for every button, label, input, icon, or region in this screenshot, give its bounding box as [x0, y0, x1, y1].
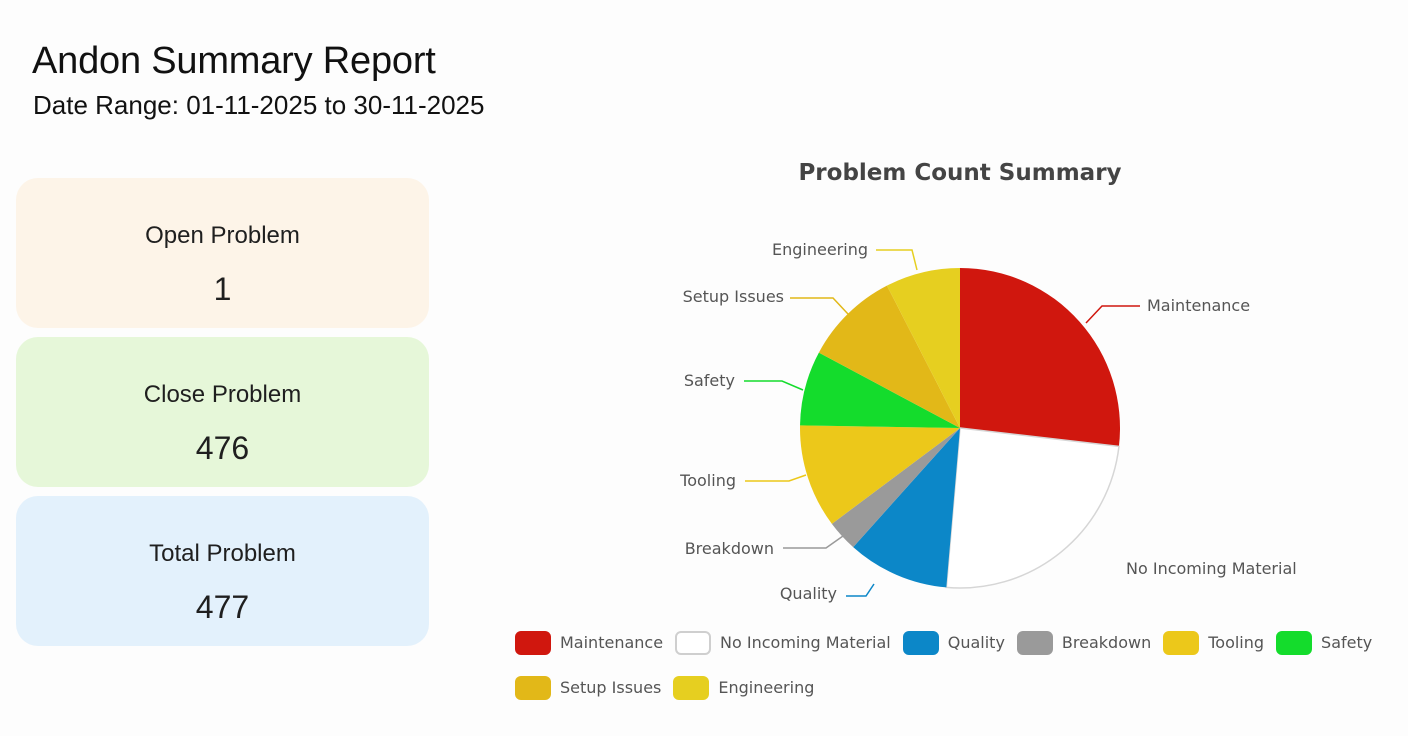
pie-slice-quality[interactable]: [853, 428, 960, 588]
legend-swatch: [1276, 630, 1313, 655]
pie-slice-tooling[interactable]: [800, 425, 960, 524]
legend-swatch: [902, 630, 939, 655]
close-problem-value: 476: [195, 430, 250, 466]
pie-slice-breakdown[interactable]: [831, 428, 960, 548]
open-problem-card: Open Problem 1: [16, 178, 429, 328]
pie-slice-setup-issues[interactable]: [818, 285, 960, 428]
chart-legend: Maintenance No Incoming Material Quality Br…: [515, 630, 1405, 700]
legend-swatch: [1163, 630, 1200, 655]
leader-line-engineering: [876, 249, 918, 271]
page-title: Andon Summary Report: [32, 40, 436, 82]
legend-label: Safety: [1321, 633, 1373, 652]
legend-swatch: [1016, 630, 1053, 655]
legend-item-tooling[interactable]: Tooling: [1163, 630, 1264, 655]
legend-item-breakdown[interactable]: Breakdown: [1016, 630, 1152, 655]
legend-label: Engineering: [718, 678, 815, 697]
leader-line-tooling: [745, 474, 807, 482]
close-problem-label: Close Problem: [143, 381, 302, 408]
slice-label-setup-issues: Setup Issues: [683, 287, 784, 306]
slice-label-safety: Safety: [684, 371, 735, 390]
legend-label: Tooling: [1208, 633, 1265, 652]
total-problem-label: Total Problem: [149, 540, 296, 567]
leader-line-quality: [846, 583, 875, 597]
open-problem-label: Open Problem: [145, 222, 300, 249]
legend-item-quality[interactable]: Quality: [902, 630, 1005, 655]
slice-label-quality: Quality: [780, 584, 837, 603]
date-range: Date Range: 01-11-2025 to 30-11-2025: [33, 90, 485, 120]
leader-line-safety: [744, 380, 804, 391]
legend-label: Breakdown: [1061, 633, 1152, 652]
pie-slice-engineering[interactable]: [886, 268, 960, 428]
legend-item-engineering[interactable]: Engineering: [673, 675, 814, 700]
legend-label: Quality: [947, 633, 1005, 652]
slice-label-tooling: Tooling: [679, 471, 736, 490]
total-problem-card: Total Problem 477: [16, 496, 429, 646]
legend-label: Maintenance: [560, 633, 664, 652]
slice-label-engineering: Engineering: [772, 240, 868, 259]
open-problem-value: 1: [213, 271, 232, 307]
pie-slice-maintenance[interactable]: [960, 268, 1120, 447]
legend-label: No Incoming Material: [720, 633, 891, 652]
legend-item-setup-issues[interactable]: Setup Issues: [515, 675, 661, 700]
leader-line-maintenance: [1085, 305, 1140, 324]
slice-label-breakdown: Breakdown: [685, 539, 774, 558]
chart-title: Problem Count Summary: [798, 160, 1122, 186]
total-problem-value: 477: [195, 589, 250, 625]
legend-item-safety[interactable]: Safety: [1276, 630, 1372, 655]
pie-slice-safety[interactable]: [800, 352, 960, 428]
legend-item-no-incoming-material[interactable]: No Incoming Material: [675, 630, 891, 655]
slice-label-no-incoming-material: No Incoming Material: [1126, 559, 1297, 578]
legend-label: Setup Issues: [560, 678, 662, 697]
close-problem-card: Close Problem 476: [16, 337, 429, 487]
legend-swatch: [515, 630, 551, 655]
leader-line-breakdown: [783, 535, 844, 549]
slice-label-maintenance: Maintenance: [1147, 296, 1250, 315]
pie-slice-no-incoming-material[interactable]: [945, 427, 1120, 589]
legend-swatch: [675, 630, 712, 655]
legend-item-maintenance[interactable]: Maintenance: [515, 630, 663, 655]
legend-swatch: [515, 675, 551, 700]
legend-swatch: [673, 675, 710, 700]
leader-line-setup-issues: [790, 297, 849, 315]
